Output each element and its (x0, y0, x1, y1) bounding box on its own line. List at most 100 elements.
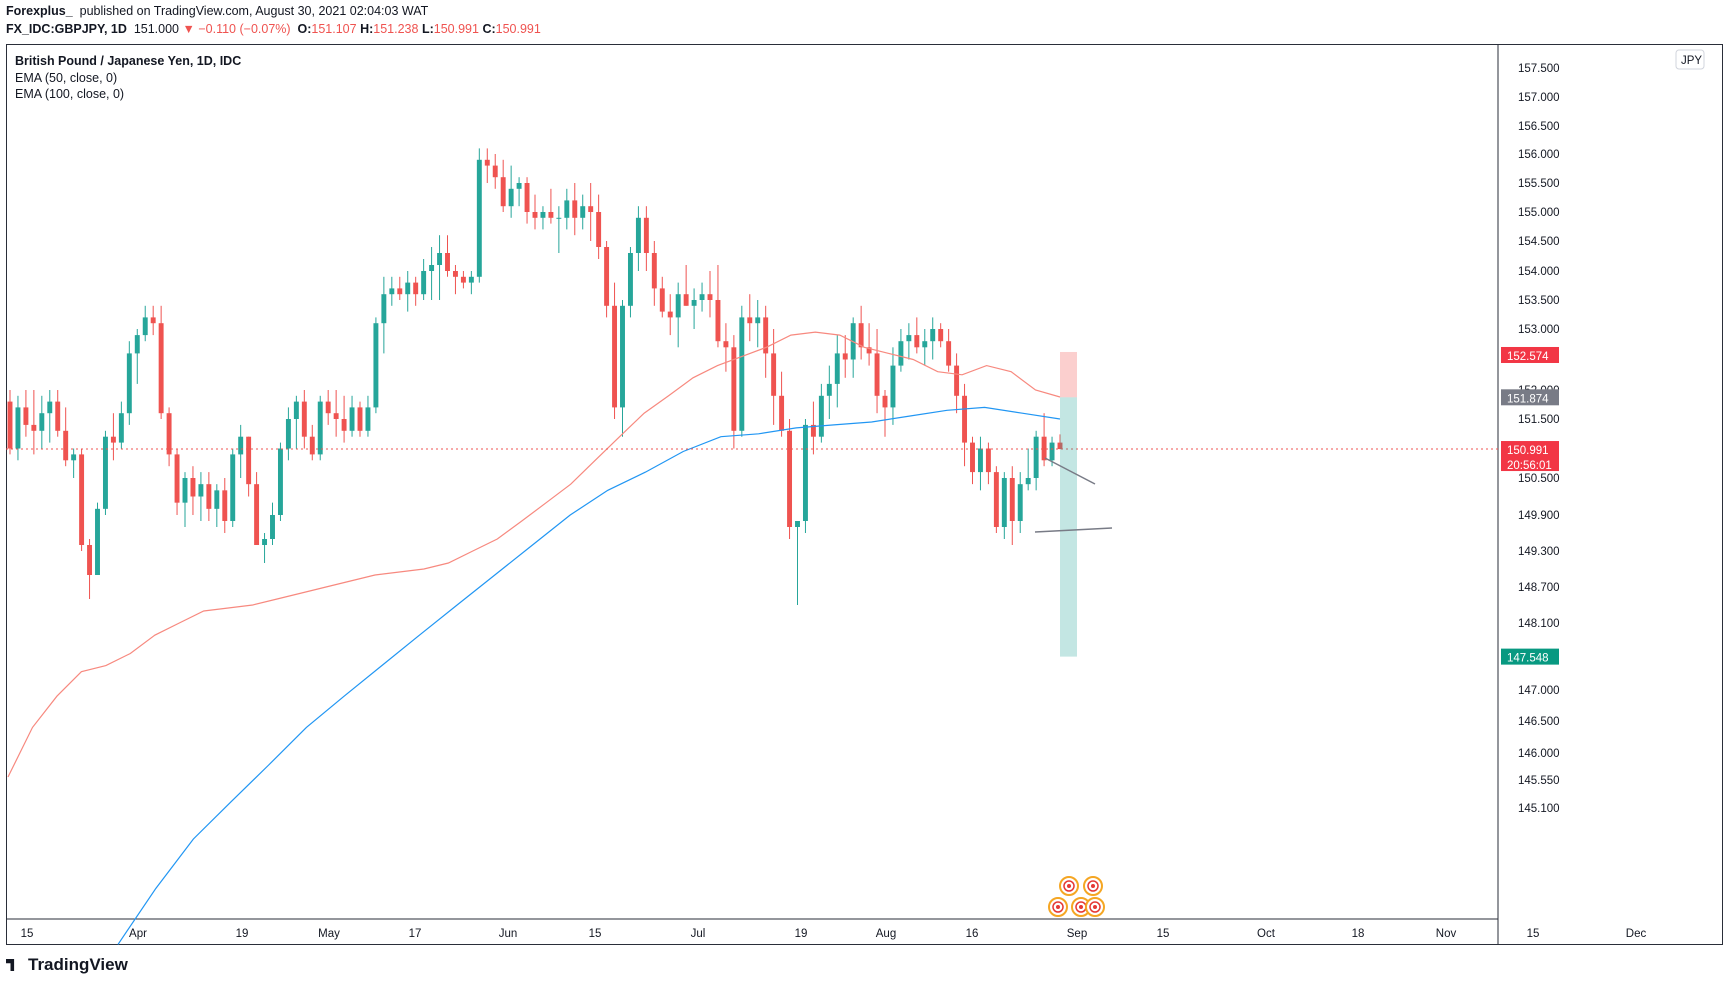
candle-up[interactable] (405, 282, 411, 295)
candle-up[interactable] (620, 305, 625, 408)
candle-down[interactable] (970, 442, 975, 473)
candle-down[interactable] (357, 407, 363, 431)
candle-up[interactable] (389, 288, 395, 295)
candle-down[interactable] (301, 401, 307, 437)
candle-up[interactable] (277, 448, 283, 516)
candle-down[interactable] (771, 353, 777, 396)
candle-down[interactable] (254, 484, 260, 545)
candle-down[interactable] (763, 317, 769, 354)
candle-down[interactable] (532, 212, 538, 218)
candle-up[interactable] (476, 159, 482, 277)
candle-up[interactable] (421, 271, 427, 295)
candle-up[interactable] (95, 508, 100, 575)
candle-up[interactable] (39, 413, 45, 431)
candle-up[interactable] (142, 317, 148, 336)
candle-down[interactable] (858, 323, 864, 348)
candle-up[interactable] (349, 407, 355, 431)
candle-down[interactable] (962, 395, 968, 443)
candle-down[interactable] (150, 317, 156, 324)
candle-down[interactable] (707, 294, 713, 300)
candle-up[interactable] (102, 436, 108, 509)
candle-down[interactable] (866, 347, 872, 354)
candle-down[interactable] (842, 353, 848, 360)
candle-down[interactable] (914, 335, 920, 348)
currency-box[interactable] (1675, 49, 1705, 70)
candle-down[interactable] (1041, 436, 1047, 461)
candle-up[interactable] (262, 539, 268, 545)
candle-up[interactable] (834, 353, 840, 384)
candle-up[interactable] (118, 413, 124, 443)
candle-down[interactable] (31, 424, 37, 431)
candle-up[interactable] (826, 383, 832, 396)
candle-up[interactable] (564, 200, 570, 218)
candle-down[interactable] (174, 454, 180, 503)
legend-ema100[interactable]: EMA (100, close, 0) (15, 87, 125, 101)
ema100-line[interactable] (117, 406, 1061, 945)
candle-up[interactable] (134, 335, 140, 354)
candle-up[interactable] (818, 395, 824, 437)
candle-up[interactable] (47, 401, 53, 414)
candle-up[interactable] (922, 341, 928, 348)
candle-down[interactable] (938, 329, 944, 342)
candle-down[interactable] (683, 294, 689, 306)
candle-down[interactable] (882, 395, 888, 408)
candle-up[interactable] (373, 323, 379, 408)
candle-down[interactable] (7, 401, 13, 449)
candle-down[interactable] (731, 347, 737, 431)
candle-down[interactable] (787, 430, 793, 527)
candle-up[interactable] (977, 448, 983, 473)
candle-up[interactable] (699, 294, 705, 300)
trendline-upper[interactable] (1044, 457, 1096, 485)
candle-down[interactable] (246, 436, 252, 485)
candle-up[interactable] (1049, 442, 1055, 461)
candle-down[interactable] (452, 271, 458, 277)
candle-up[interactable] (437, 253, 443, 265)
candle-down[interactable] (309, 436, 315, 455)
take-profit-zone[interactable] (1060, 397, 1077, 657)
candle-up[interactable] (230, 454, 236, 521)
candle-down[interactable] (500, 177, 506, 207)
candle-down[interactable] (484, 159, 490, 166)
stop-loss-zone[interactable] (1060, 351, 1077, 398)
candle-down[interactable] (747, 317, 753, 324)
candle-down[interactable] (946, 341, 952, 366)
candle-up[interactable] (468, 276, 474, 283)
author-name[interactable]: Forexplus_ (6, 4, 73, 18)
candle-up[interactable] (1017, 484, 1023, 521)
candle-down[interactable] (779, 395, 785, 431)
candle-down[interactable] (63, 430, 69, 461)
candle-down[interactable] (333, 413, 339, 419)
candle-up[interactable] (691, 300, 697, 306)
candle-up[interactable] (293, 401, 299, 419)
candle-up[interactable] (516, 183, 522, 189)
tradingview-logo[interactable]: TradingView (6, 955, 128, 975)
candle-up[interactable] (802, 424, 808, 521)
legend-ema50[interactable]: EMA (50, close, 0) (15, 70, 118, 85)
candle-down[interactable] (222, 490, 228, 521)
candle-down[interactable] (667, 311, 673, 318)
candle-up[interactable] (285, 419, 291, 449)
candle-up[interactable] (270, 515, 275, 539)
candle-down[interactable] (572, 200, 578, 218)
candle-down[interactable] (874, 353, 880, 396)
candle-up[interactable] (906, 335, 912, 342)
candle-up[interactable] (898, 341, 904, 366)
ema50-line[interactable] (7, 331, 1061, 778)
candle-down[interactable] (23, 407, 29, 425)
candle-up[interactable] (429, 265, 435, 271)
candle-down[interactable] (341, 419, 347, 431)
candle-down[interactable] (492, 165, 498, 178)
candle-up[interactable] (317, 401, 323, 455)
candle-up[interactable] (508, 188, 514, 207)
candle-down[interactable] (110, 436, 116, 443)
candle-up[interactable] (556, 217, 562, 219)
candle-up[interactable] (635, 217, 641, 253)
candle-down[interactable] (596, 212, 602, 247)
candle-up[interactable] (890, 365, 896, 408)
candle-up[interactable] (580, 206, 586, 218)
candle-down[interactable] (723, 341, 729, 348)
candle-down[interactable] (79, 454, 85, 545)
chart-frame[interactable] (6, 44, 1723, 945)
candle-down[interactable] (206, 484, 212, 509)
